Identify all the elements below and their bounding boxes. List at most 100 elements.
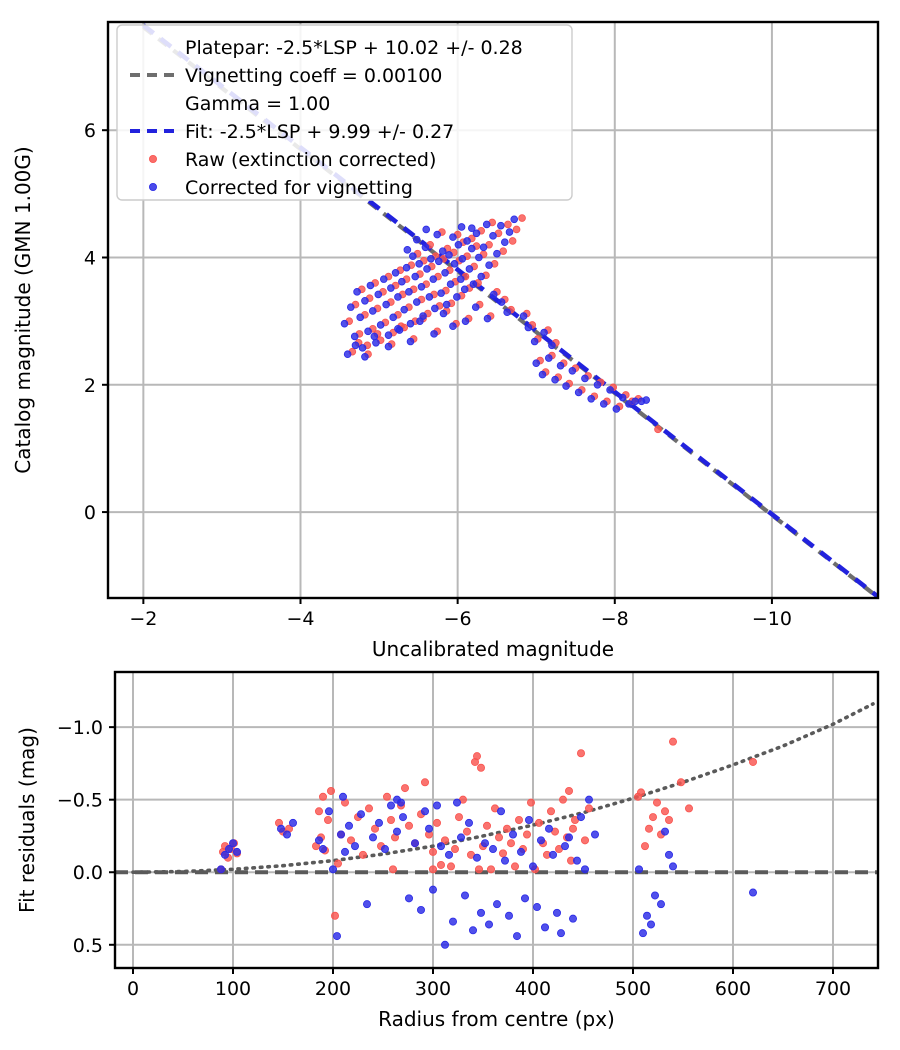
data-point (517, 847, 526, 856)
data-point (386, 816, 395, 825)
data-point (445, 251, 453, 259)
legend-item[interactable]: Raw (extinction corrected) (148, 149, 436, 171)
data-point (436, 860, 445, 869)
data-point (625, 400, 633, 408)
data-point (479, 243, 488, 252)
data-point (433, 230, 442, 239)
legend-item[interactable]: Gamma = 1.00 (185, 93, 330, 115)
data-point (581, 374, 589, 383)
data-point (422, 225, 431, 234)
data-point (510, 862, 519, 871)
data-point (356, 313, 365, 322)
data-point (549, 850, 558, 859)
data-point (749, 757, 758, 766)
data-point (362, 900, 371, 909)
data-point (396, 798, 405, 807)
data-point (551, 375, 559, 384)
data-point (382, 300, 390, 309)
data-point (351, 341, 360, 350)
data-point (404, 894, 413, 903)
data-point (332, 932, 341, 941)
data-point (461, 317, 470, 325)
data-point (427, 254, 435, 263)
data-point (637, 788, 646, 797)
data-point (346, 303, 355, 311)
data-point (440, 836, 449, 845)
data-point (423, 265, 431, 273)
data-point (389, 313, 398, 322)
data-point (661, 807, 670, 816)
legend-item[interactable]: Corrected for vignetting (148, 177, 413, 199)
data-point (530, 337, 539, 346)
data-point (439, 309, 448, 318)
data-point (508, 237, 517, 245)
data-point (677, 778, 686, 787)
data-point (361, 352, 369, 361)
data-point (344, 821, 353, 830)
data-point (486, 865, 495, 874)
data-point (361, 296, 369, 305)
data-point (661, 827, 670, 836)
data-point (665, 850, 674, 859)
data-point (370, 824, 379, 833)
data-point (505, 228, 514, 236)
data-point (404, 821, 413, 830)
data-point (409, 252, 417, 261)
data-point (330, 911, 339, 920)
data-point (216, 865, 225, 874)
data-point (318, 792, 327, 801)
data-point (454, 813, 463, 822)
data-point (510, 215, 519, 224)
data-point (519, 312, 528, 320)
data-point (547, 807, 556, 816)
data-point (372, 338, 380, 347)
data-point (417, 282, 426, 291)
data-point (430, 330, 438, 338)
data-point (384, 331, 393, 339)
data-point (649, 813, 658, 822)
data-point (515, 816, 524, 825)
data-point (428, 847, 437, 856)
data-point (374, 290, 383, 299)
data-point (527, 798, 536, 807)
data-point (489, 290, 498, 299)
data-point (482, 220, 491, 229)
data-point (448, 917, 457, 926)
data-point (471, 303, 480, 311)
data-point (533, 903, 542, 912)
data-point (400, 305, 409, 314)
data-point (366, 281, 375, 290)
data-point (384, 342, 393, 351)
data-point (641, 842, 650, 851)
x-tick-label: 500 (615, 978, 651, 1000)
data-point (434, 257, 443, 266)
legend-item[interactable]: Vignetting coeff = 0.00100 (130, 65, 442, 87)
data-point (535, 818, 544, 827)
legend-dot-swatch (148, 154, 157, 163)
legend-item[interactable]: Platepar: -2.5*LSP + 10.02 +/- 0.28 (185, 37, 523, 59)
data-point (450, 260, 459, 268)
data-point (654, 425, 662, 434)
data-point (276, 824, 285, 833)
legend-item-label: Gamma = 1.00 (185, 93, 330, 115)
data-point (591, 830, 600, 839)
data-point (467, 224, 476, 233)
x-tick-label: −2 (129, 608, 157, 630)
legend-item-label: Platepar: -2.5*LSP + 10.02 +/- 0.28 (185, 37, 523, 59)
data-point (382, 792, 391, 801)
legend-item[interactable]: Fit: -2.5*LSP + 9.99 +/- 0.27 (130, 121, 454, 143)
data-point (669, 737, 678, 746)
data-point (565, 833, 574, 842)
data-point (436, 842, 445, 851)
data-point (437, 289, 445, 297)
data-point (438, 247, 447, 255)
data-point (574, 388, 583, 397)
data-point (647, 920, 656, 929)
data-point (368, 307, 377, 315)
data-point (577, 749, 586, 758)
y-axis-label: Fit residuals (mag) (15, 727, 39, 913)
data-point (463, 237, 471, 245)
data-point (618, 393, 627, 402)
data-point (350, 332, 359, 341)
data-point (449, 322, 457, 331)
